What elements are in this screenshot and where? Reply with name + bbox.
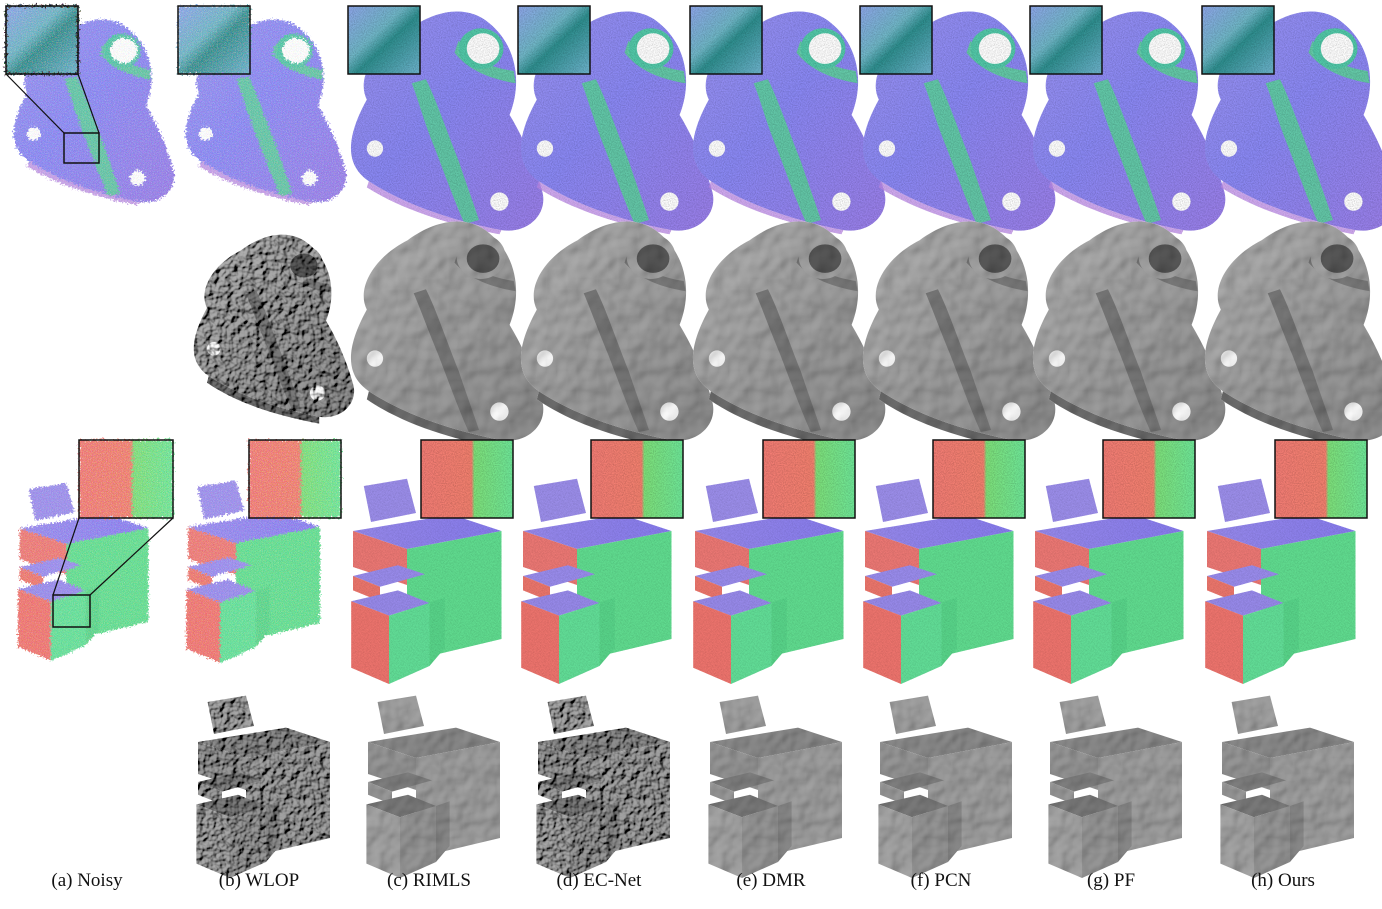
row-block-normals [18, 439, 1368, 684]
caption-wlop: (b) WLOP [218, 870, 300, 891]
row-bracket-mesh [193, 221, 1382, 449]
zoom-region-box [52, 594, 91, 628]
panel-block-normals-ecnet [521, 439, 684, 684]
caption-pf: (g) PF [1086, 870, 1136, 891]
panel-block-mesh-dmr [708, 695, 842, 878]
panel-bracket-mesh-ours [1204, 221, 1382, 449]
zoom-inset [177, 5, 251, 75]
panel-bracket-mesh-wlop [193, 234, 355, 424]
panel-block-normals-wlop [186, 439, 342, 663]
panel-bracket-normals-noisy [5, 5, 175, 206]
caption-noisy: (a) Noisy [51, 870, 123, 891]
zoom-inset [347, 5, 421, 75]
zoom-inset [859, 5, 933, 75]
zoom-inset [689, 5, 763, 75]
panel-block-mesh-pcn [878, 695, 1012, 878]
panel-bracket-mesh-rimls [350, 221, 544, 449]
panel-block-mesh-rimls [366, 695, 500, 878]
panel-block-normals-dmr [693, 439, 856, 684]
panel-bracket-normals-pcn [859, 5, 1056, 235]
panel-block-normals-ours [1205, 439, 1368, 684]
panel-block-normals-noisy [18, 439, 174, 661]
panel-block-normals-rimls [351, 439, 514, 684]
panel-bracket-mesh-dmr [692, 221, 886, 449]
caption-pcn: (f) PCN [910, 870, 972, 891]
caption-ours: (h) Ours [1251, 870, 1315, 891]
panel-bracket-normals-rimls [347, 5, 544, 235]
zoom-inset [517, 5, 591, 75]
caption-dmr: (e) DMR [736, 870, 806, 891]
panel-bracket-mesh-pf [1032, 221, 1226, 449]
row-block-mesh [196, 695, 1354, 878]
column-captions: (a) Noisy (b) WLOP (c) RIMLS (d) EC-Net … [0, 870, 1382, 900]
zoom-inset [1201, 5, 1275, 75]
row-bracket-normals [5, 5, 1382, 235]
panel-block-normals-pcn [863, 439, 1026, 684]
panel-bracket-normals-ecnet [517, 5, 714, 235]
zoom-inset [420, 439, 514, 519]
panel-block-mesh-ours [1220, 695, 1354, 878]
panel-block-normals-pf [1033, 439, 1196, 684]
zoom-region-box [63, 132, 100, 164]
panel-block-mesh-pf [1048, 695, 1182, 878]
zoom-inset [5, 5, 79, 75]
zoom-inset [1102, 439, 1196, 519]
caption-ecnet: (d) EC-Net [556, 870, 642, 891]
panel-bracket-mesh-pcn [862, 221, 1056, 449]
zoom-inset [1274, 439, 1368, 519]
panel-bracket-normals-ours [1201, 5, 1382, 235]
zoom-inset [1029, 5, 1103, 75]
panel-bracket-normals-wlop [177, 5, 347, 206]
caption-rimls: (c) RIMLS [387, 870, 471, 891]
panel-bracket-normals-pf [1029, 5, 1226, 235]
panel-block-mesh-ecnet [536, 695, 670, 878]
panel-block-mesh-wlop [196, 695, 330, 878]
panel-bracket-mesh-ecnet [520, 221, 714, 449]
zoom-inset [762, 439, 856, 519]
zoom-inset [590, 439, 684, 519]
zoom-inset [248, 439, 342, 519]
zoom-inset [932, 439, 1026, 519]
panel-bracket-normals-dmr [689, 5, 886, 235]
zoom-inset [78, 439, 174, 519]
